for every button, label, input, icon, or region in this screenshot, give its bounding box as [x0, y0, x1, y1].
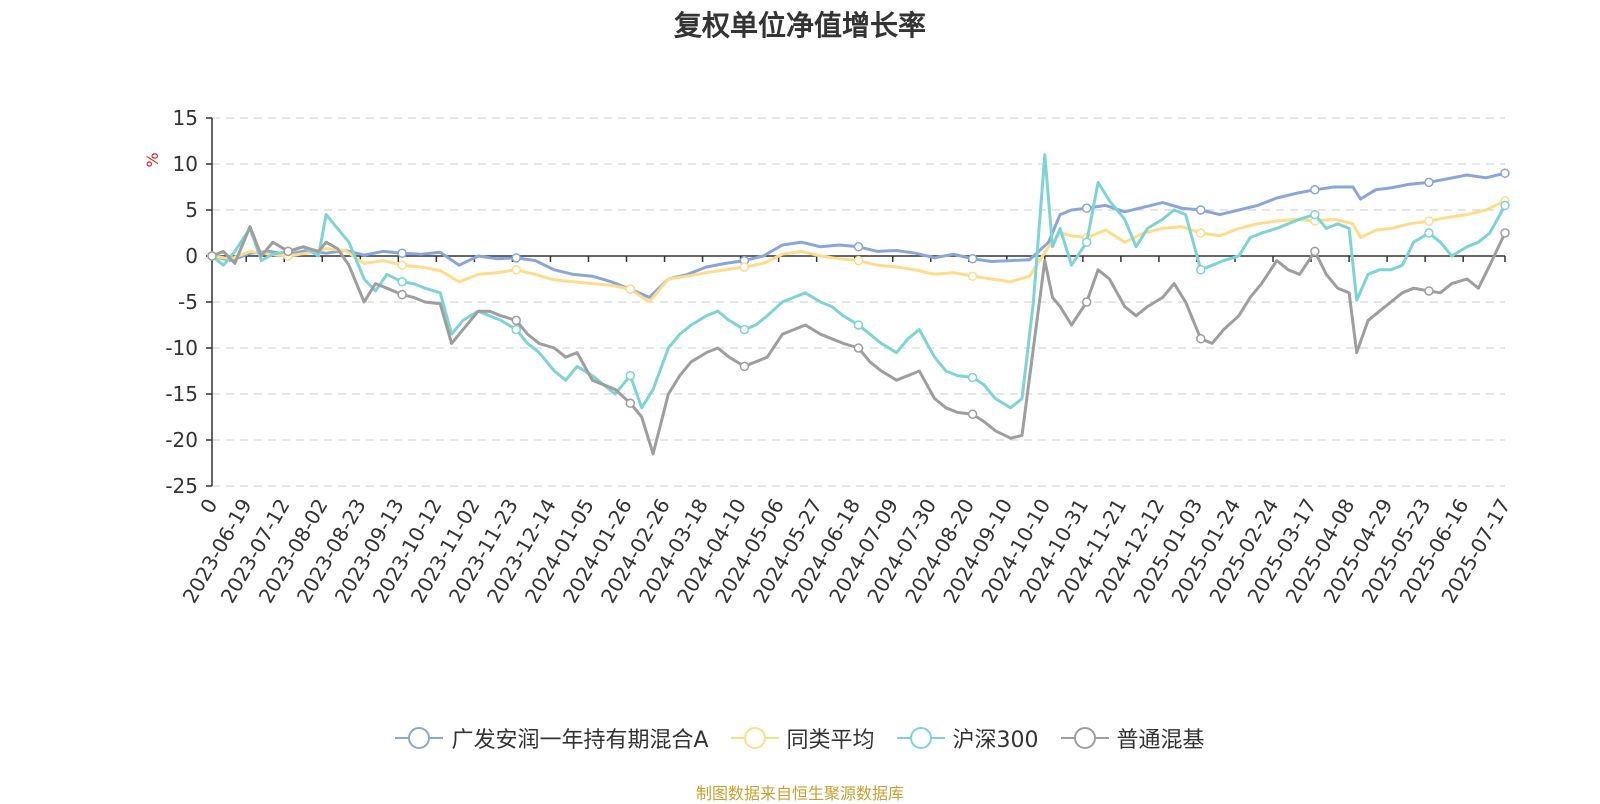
- legend-marker-icon: [1060, 727, 1109, 749]
- series-point: [207, 251, 217, 261]
- series-point: [511, 265, 521, 275]
- legend-marker-icon: [896, 727, 945, 749]
- series-point: [397, 277, 407, 287]
- y-tick-label: -10: [165, 336, 198, 360]
- series-point: [853, 242, 864, 252]
- legend-label: 普通混基: [1116, 728, 1205, 753]
- legend-marker-icon: [730, 727, 779, 749]
- series-point: [511, 253, 521, 263]
- series-point: [967, 372, 978, 383]
- y-tick-label: 0: [185, 244, 198, 268]
- series-point: [511, 324, 521, 335]
- series-point: [625, 398, 636, 408]
- series-point: [1196, 265, 1206, 275]
- legend-label: 沪深300: [952, 728, 1039, 753]
- series-line-3: [211, 225, 1507, 456]
- series-point: [967, 254, 978, 264]
- series-point: [1310, 209, 1320, 220]
- y-tick-label: -25: [165, 474, 198, 498]
- y-tick-labels: 15 10 5 0 -5 -10 -15 -20 -25: [165, 106, 198, 498]
- legend: 广发安润一年持有期混合A 同类平均 沪深300 普通混基: [0, 722, 1600, 754]
- series-point: [283, 246, 293, 257]
- y-tick-label: -15: [165, 382, 198, 406]
- y-tick-label: 5: [185, 198, 198, 222]
- legend-item[interactable]: 同类平均: [730, 722, 875, 754]
- series-point: [1310, 185, 1320, 195]
- legend-label: 同类平均: [786, 728, 875, 753]
- y-tick-label: -5: [178, 290, 198, 314]
- series-point: [853, 320, 864, 330]
- legend-item[interactable]: 普通混基: [1060, 722, 1205, 754]
- chart-title: 复权单位净值增长率: [673, 9, 926, 42]
- y-tick-label: -20: [165, 428, 198, 452]
- grid-lines: [212, 117, 1505, 487]
- series-point: [1081, 297, 1092, 307]
- series-point: [853, 343, 864, 353]
- series-line-0: [211, 171, 1506, 299]
- series-point: [625, 370, 636, 381]
- series-point: [1196, 205, 1206, 215]
- series-point: [1424, 286, 1434, 296]
- series-point: [397, 289, 407, 300]
- y-unit-label: %: [143, 152, 162, 167]
- series-point: [1424, 216, 1434, 226]
- series-lines: [207, 153, 1510, 456]
- series-point: [739, 262, 750, 272]
- series-point: [1424, 177, 1434, 188]
- series-point: [1196, 228, 1206, 238]
- legend-marker-icon: [395, 727, 444, 749]
- series-point: [739, 324, 750, 335]
- series-point: [967, 409, 978, 419]
- series-point: [739, 361, 750, 372]
- y-tick-label: 10: [173, 152, 198, 176]
- series-point: [625, 284, 636, 294]
- series-point: [1500, 200, 1510, 211]
- series-point: [1081, 237, 1092, 247]
- series-point: [1500, 228, 1510, 238]
- series-point: [967, 271, 978, 281]
- legend-label: 广发安润一年持有期混合A: [451, 728, 709, 753]
- source-note: 制图数据来自恒生聚源数据库: [695, 784, 904, 803]
- legend-item[interactable]: 沪深300: [896, 722, 1039, 754]
- series-point: [1196, 334, 1206, 344]
- y-tick-label: 15: [173, 106, 198, 130]
- x-tick-label: 0: [195, 495, 222, 518]
- series-point: [853, 255, 864, 266]
- series-point: [1500, 168, 1510, 178]
- series-point: [1424, 228, 1434, 238]
- series-point: [1310, 246, 1320, 257]
- legend-item[interactable]: 广发安润一年持有期混合A: [395, 722, 709, 754]
- series-point: [1081, 203, 1092, 213]
- series-point: [397, 260, 407, 270]
- series-line-2: [211, 153, 1507, 410]
- x-tick-labels: 02023-06-192023-07-122023-08-022023-08-2…: [178, 495, 1516, 608]
- series-point: [397, 248, 407, 258]
- series-point: [511, 315, 521, 326]
